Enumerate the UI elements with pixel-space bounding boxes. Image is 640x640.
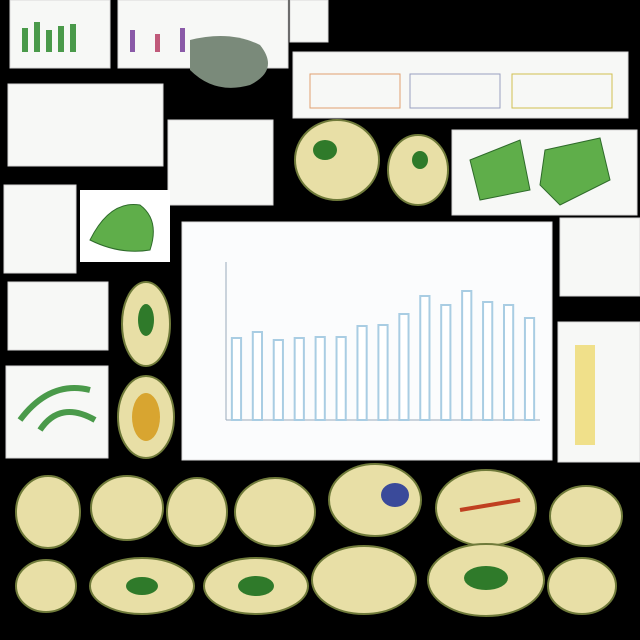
bar	[230, 337, 243, 421]
blob	[294, 119, 380, 201]
bar	[523, 317, 536, 421]
leaf	[539, 137, 611, 206]
thumb-bar	[58, 26, 64, 52]
thumb-chart	[511, 73, 613, 109]
blob	[549, 485, 623, 547]
spot	[412, 151, 428, 169]
illustration	[17, 385, 97, 432]
thumb-bar	[46, 30, 52, 52]
blob	[15, 475, 81, 549]
thumb-bar	[155, 34, 160, 52]
panel	[7, 281, 109, 351]
thumb-chart	[409, 73, 501, 109]
leaf	[469, 139, 531, 201]
thumb-bar	[70, 24, 76, 52]
panel	[292, 51, 629, 119]
panel	[167, 119, 274, 206]
blob	[15, 559, 77, 613]
center-chart	[181, 221, 553, 461]
illustration	[190, 36, 268, 88]
blob	[166, 477, 228, 547]
panel	[289, 0, 329, 43]
bar	[502, 304, 515, 421]
bar	[398, 313, 410, 421]
spot	[138, 304, 154, 336]
blob	[234, 477, 316, 547]
thumb-bar	[180, 28, 185, 52]
thumb-chart	[309, 73, 401, 109]
panel	[557, 321, 640, 463]
spot	[238, 576, 274, 596]
blob	[90, 475, 164, 541]
bar	[335, 336, 347, 421]
bar	[251, 331, 264, 421]
thumb-bar	[22, 28, 28, 52]
blob	[435, 469, 537, 547]
spot	[126, 577, 158, 595]
blob	[547, 557, 617, 615]
thumbnail-panels	[3, 0, 640, 463]
bar	[461, 290, 473, 421]
blob	[311, 545, 417, 615]
panel	[559, 217, 640, 297]
bar	[419, 295, 431, 421]
spot	[132, 393, 160, 441]
spot	[464, 566, 508, 590]
blob	[328, 463, 422, 537]
bar	[440, 304, 452, 421]
spot	[313, 140, 337, 160]
spot	[459, 498, 521, 512]
bar	[272, 339, 284, 421]
panel	[3, 184, 77, 274]
bar	[482, 301, 494, 421]
leaf	[89, 203, 154, 252]
blob	[387, 134, 449, 206]
illustration	[575, 345, 595, 445]
bar	[356, 325, 368, 421]
panel	[7, 83, 164, 167]
spot	[381, 483, 409, 507]
specimen-blobs	[15, 119, 623, 617]
thumb-bar	[34, 22, 40, 52]
bar	[314, 336, 326, 421]
bar	[377, 324, 389, 421]
bar	[293, 337, 305, 421]
thumb-bar	[130, 30, 135, 52]
